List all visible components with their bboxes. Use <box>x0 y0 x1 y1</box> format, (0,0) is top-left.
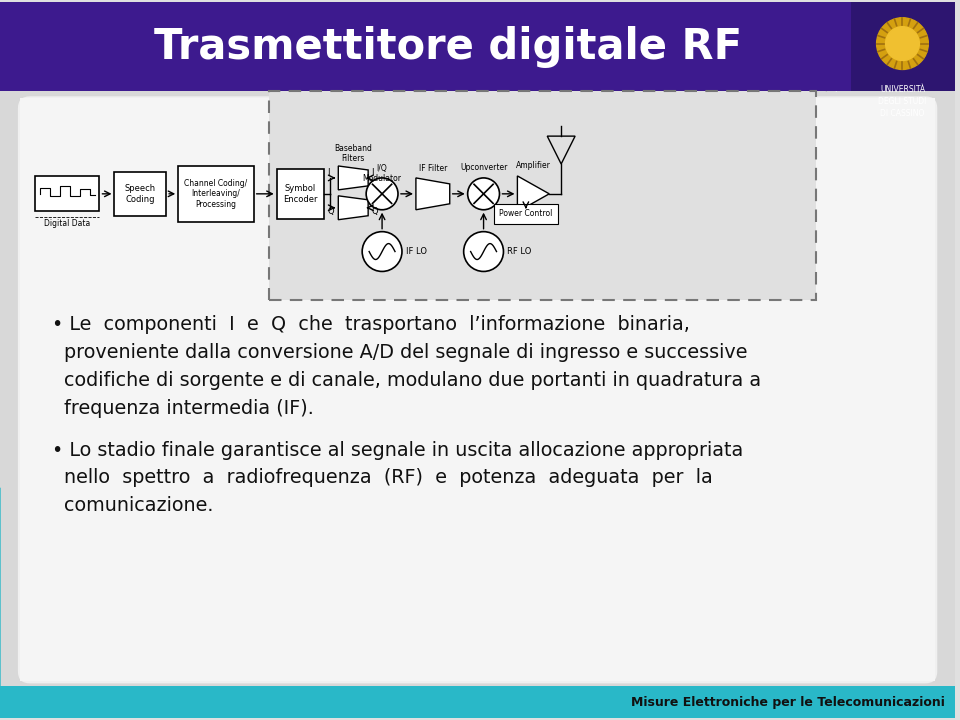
Text: IF Filter: IF Filter <box>419 164 447 173</box>
Text: Speech
Coding: Speech Coding <box>125 184 156 204</box>
Text: • Le  componenti  I  e  Q  che  trasportano  l’informazione  binaria,: • Le componenti I e Q che trasportano l’… <box>52 315 689 334</box>
Text: Baseband
Filters: Baseband Filters <box>334 144 372 163</box>
Text: I: I <box>327 168 330 177</box>
Text: UNIVERSITÀ
DEGLI STUDI
DI CASSINO: UNIVERSITÀ DEGLI STUDI DI CASSINO <box>878 86 926 118</box>
Circle shape <box>876 18 928 69</box>
Circle shape <box>885 27 920 60</box>
Text: • Lo stadio finale garantisce al segnale in uscita allocazione appropriata: • Lo stadio finale garantisce al segnale… <box>52 441 743 459</box>
Text: Q: Q <box>372 207 377 216</box>
Text: RF LO: RF LO <box>508 247 532 256</box>
Text: Digital Data: Digital Data <box>44 219 90 228</box>
Polygon shape <box>416 178 449 210</box>
FancyBboxPatch shape <box>0 686 955 718</box>
Text: nello  spettro  a  radiofrequenza  (RF)  e  potenza  adeguata  per  la: nello spettro a radiofrequenza (RF) e po… <box>63 469 712 487</box>
Text: Trasmettitore digitale RF: Trasmettitore digitale RF <box>154 26 742 68</box>
Text: I: I <box>372 168 373 177</box>
Text: I/Q
Modulator: I/Q Modulator <box>363 164 401 184</box>
FancyBboxPatch shape <box>276 169 324 219</box>
Polygon shape <box>836 0 960 91</box>
Text: comunicazione.: comunicazione. <box>63 496 213 516</box>
FancyBboxPatch shape <box>20 99 935 681</box>
Text: Q: Q <box>327 207 334 216</box>
FancyBboxPatch shape <box>179 166 253 222</box>
FancyBboxPatch shape <box>114 172 166 216</box>
FancyBboxPatch shape <box>0 2 955 91</box>
Text: Upconverter: Upconverter <box>460 163 507 172</box>
Text: Channel Coding/
Interleaving/
Processing: Channel Coding/ Interleaving/ Processing <box>184 179 248 209</box>
Text: Misure Elettroniche per le Telecomunicazioni: Misure Elettroniche per le Telecomunicaz… <box>632 696 946 708</box>
Polygon shape <box>338 196 368 220</box>
Text: Power Control: Power Control <box>499 210 553 218</box>
Polygon shape <box>338 166 368 190</box>
FancyBboxPatch shape <box>851 2 955 91</box>
Text: frequenza intermedia (IF).: frequenza intermedia (IF). <box>63 399 314 418</box>
Polygon shape <box>517 176 549 212</box>
Text: Amplifier: Amplifier <box>516 161 551 170</box>
FancyBboxPatch shape <box>18 96 937 683</box>
Circle shape <box>468 178 499 210</box>
FancyBboxPatch shape <box>269 91 816 300</box>
Polygon shape <box>826 0 960 91</box>
Text: proveniente dalla conversione A/D del segnale di ingresso e successive: proveniente dalla conversione A/D del se… <box>63 343 747 362</box>
FancyBboxPatch shape <box>35 176 100 211</box>
Text: codifiche di sorgente e di canale, modulano due portanti in quadratura a: codifiche di sorgente e di canale, modul… <box>63 371 761 390</box>
FancyBboxPatch shape <box>493 204 558 224</box>
Circle shape <box>464 232 503 271</box>
Circle shape <box>366 178 398 210</box>
Text: Symbol
Encoder: Symbol Encoder <box>283 184 318 204</box>
Circle shape <box>362 232 402 271</box>
Text: IF LO: IF LO <box>406 247 427 256</box>
